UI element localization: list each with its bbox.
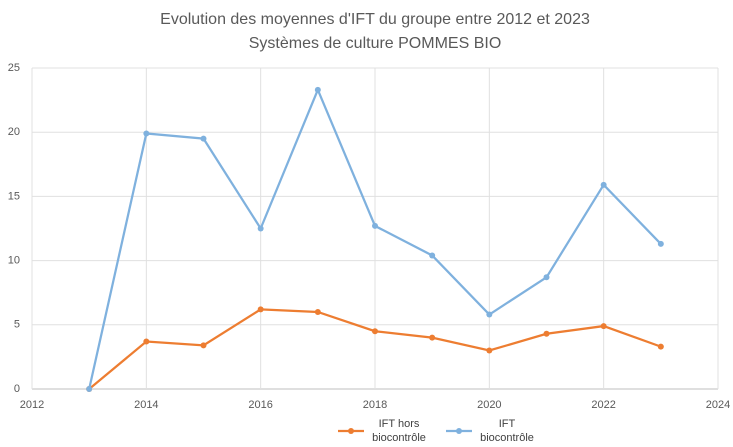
legend-marker: [446, 428, 472, 434]
legend-item: IFT biocontrôle: [446, 417, 542, 445]
legend-item: IFT hors biocontrôle: [338, 417, 434, 445]
data-point: [314, 86, 321, 93]
data-point: [143, 338, 150, 345]
data-point: [143, 130, 150, 137]
legend-label: IFT biocontrôle: [480, 418, 534, 444]
data-point: [543, 330, 550, 337]
legend-marker: [338, 428, 364, 434]
data-point: [657, 240, 664, 247]
data-point: [600, 323, 607, 330]
x-tick-label: 2024: [706, 399, 730, 411]
y-tick-label: 25: [8, 62, 20, 74]
data-point: [257, 306, 264, 313]
x-tick-label: 2012: [20, 399, 44, 411]
data-point: [257, 225, 264, 232]
y-tick-label: 5: [14, 319, 20, 331]
data-point: [372, 222, 378, 229]
x-tick-label: 2016: [248, 399, 272, 411]
data-point: [200, 135, 207, 142]
data-point: [314, 308, 321, 315]
chart-title: Evolution des moyennes d'IFT du groupe e…: [160, 11, 590, 28]
data-point: [372, 328, 378, 335]
x-tick-label: 2018: [363, 399, 387, 411]
y-tick-label: 0: [14, 383, 20, 395]
x-tick-label: 2020: [477, 399, 501, 411]
data-point: [600, 181, 607, 188]
y-tick-label: 20: [8, 126, 20, 138]
y-tick-label: 15: [8, 190, 20, 202]
data-point: [429, 334, 436, 341]
data-point: [86, 386, 93, 392]
data-point: [657, 343, 664, 350]
x-tick-label: 2022: [591, 399, 615, 411]
data-point: [486, 347, 493, 354]
legend-label: IFT hors biocontrôle: [372, 418, 426, 444]
data-point: [429, 252, 436, 259]
legend-dot: [456, 428, 462, 434]
chart-subtitle: Systèmes de culture POMMES BIO: [249, 35, 502, 52]
data-point: [543, 274, 550, 281]
data-point: [486, 311, 493, 318]
y-tick-label: 10: [8, 255, 20, 267]
legend-dot: [348, 428, 354, 434]
data-point: [200, 342, 207, 349]
x-tick-label: 2014: [134, 399, 158, 411]
